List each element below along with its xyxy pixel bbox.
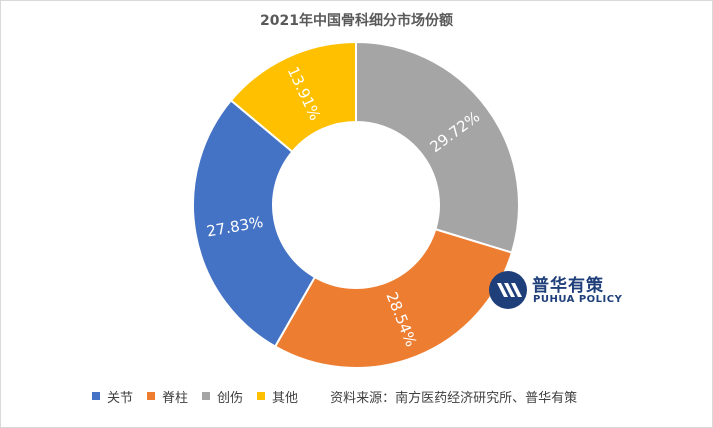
logo-name-cn: 普华有策	[532, 271, 604, 296]
chart-legend: 关节 脊柱 创伤 其他 资料来源：南方医药经济研究所、普华有策	[92, 386, 577, 406]
data-source: 资料来源：南方医药经济研究所、普华有策	[330, 387, 577, 406]
puhua-logo: 普华有策 PUHUA POLICY	[488, 270, 618, 310]
legend-item-joint: 关节	[92, 387, 133, 406]
legend-swatch	[257, 392, 265, 400]
legend-swatch	[202, 392, 210, 400]
legend-item-trauma: 创伤	[202, 387, 243, 406]
legend-label: 关节	[107, 387, 133, 406]
legend-swatch	[92, 392, 100, 400]
legend-label: 其他	[272, 387, 298, 406]
legend-swatch	[147, 392, 155, 400]
legend-label: 脊柱	[162, 387, 188, 406]
legend-item-spine: 脊柱	[147, 387, 188, 406]
doughnut-chart: 29.72%28.54%27.83%13.91%	[0, 0, 713, 428]
logo-name-en: PUHUA POLICY	[533, 294, 622, 305]
legend-label: 创伤	[217, 387, 243, 406]
puhua-logo-icon	[488, 270, 528, 310]
legend-item-other: 其他	[257, 387, 298, 406]
